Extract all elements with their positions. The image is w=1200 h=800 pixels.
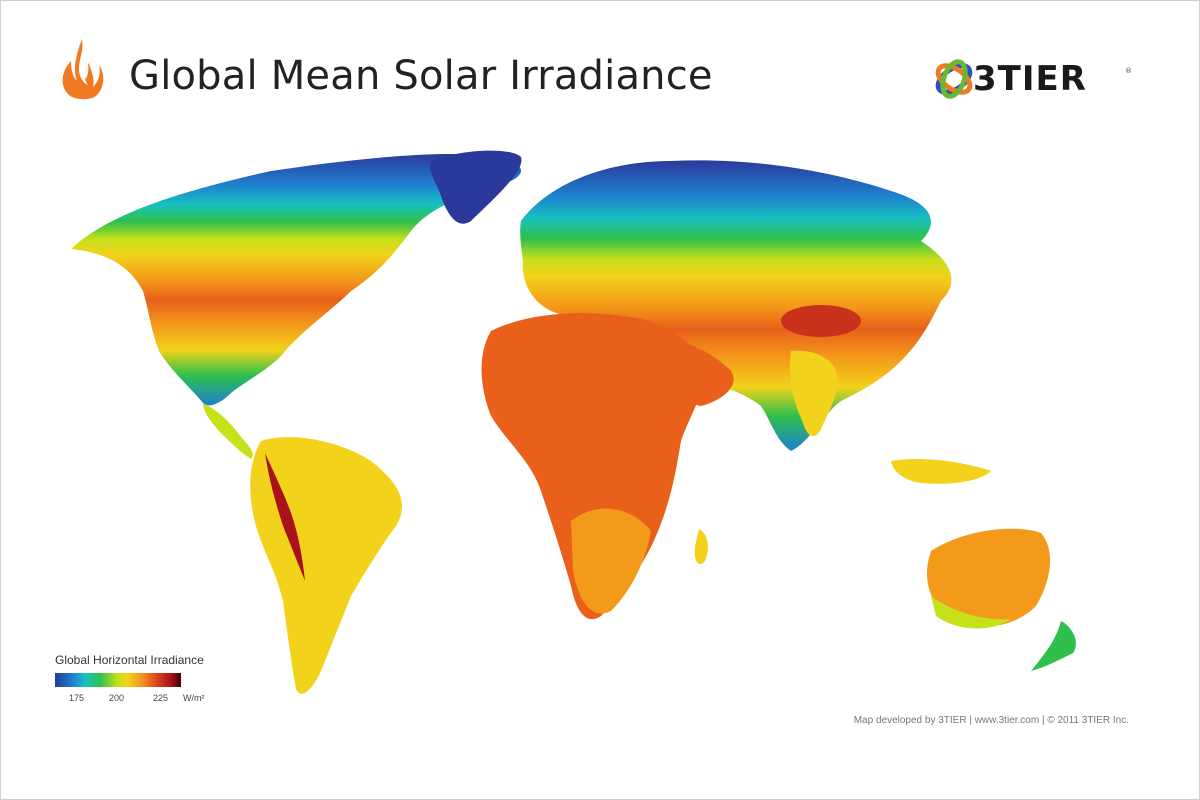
world-irradiance-map <box>71 150 1076 694</box>
africa-south-shape <box>571 508 651 614</box>
andes-shape <box>265 453 305 581</box>
legend-color-bar <box>55 673 181 687</box>
legend-tick-175: 175 <box>69 693 85 703</box>
page-title: Global Mean Solar Irradiance <box>129 53 713 99</box>
legend: Global Horizontal Irradiance 175 200 225… <box>55 653 205 703</box>
north-america-shape <box>71 153 521 406</box>
legend-unit: W/m² <box>183 693 205 703</box>
arabia-shape <box>651 340 734 406</box>
india-shape <box>790 350 838 437</box>
madagascar-shape <box>694 529 708 565</box>
south-america-shape <box>250 437 402 694</box>
sun-flame-logo-icon <box>62 39 104 100</box>
legend-tick-200: 200 <box>109 693 125 703</box>
tibet-shape <box>781 305 861 337</box>
eurasia-shape <box>520 160 952 451</box>
brand-name: 3TIER <box>973 59 1087 99</box>
greenland-shape <box>429 150 522 224</box>
australia-shape <box>927 528 1051 627</box>
3tier-logo-icon <box>935 59 973 99</box>
brand-registered-mark: ® <box>1125 67 1132 75</box>
indonesia-shape <box>891 459 991 484</box>
credit-line: Map developed by 3TIER | www.3tier.com |… <box>853 715 1129 726</box>
legend-tick-225: 225 <box>153 693 169 703</box>
legend-title: Global Horizontal Irradiance <box>55 653 204 667</box>
new-zealand-shape <box>1031 621 1076 671</box>
australia-south-shape <box>931 596 1011 629</box>
central-america-shape <box>203 403 253 459</box>
